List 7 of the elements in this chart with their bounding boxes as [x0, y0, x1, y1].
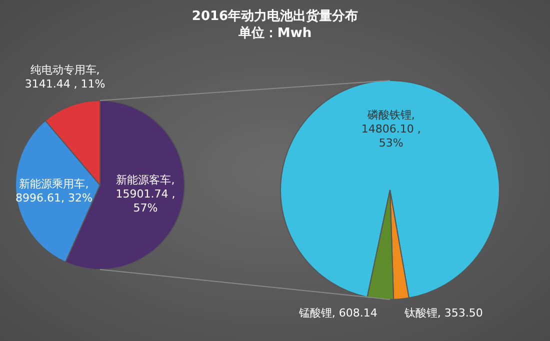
text: 2016年动力电池出货量分布 [190, 8, 360, 25]
slice-label: 锰酸锂, 608.14 [298, 306, 378, 320]
slice-label: 新能源客车, 15901.74 , 57% [116, 174, 176, 215]
text: 单位：Mwh [237, 25, 313, 42]
slice-label: 钛酸锂, 353.50 [403, 306, 483, 320]
slice-label: 纯电动专用车, 3141.44 , 11% [24, 64, 106, 91]
slice-label: 磷酸铁锂, 14806.10 , 53% [361, 108, 421, 150]
